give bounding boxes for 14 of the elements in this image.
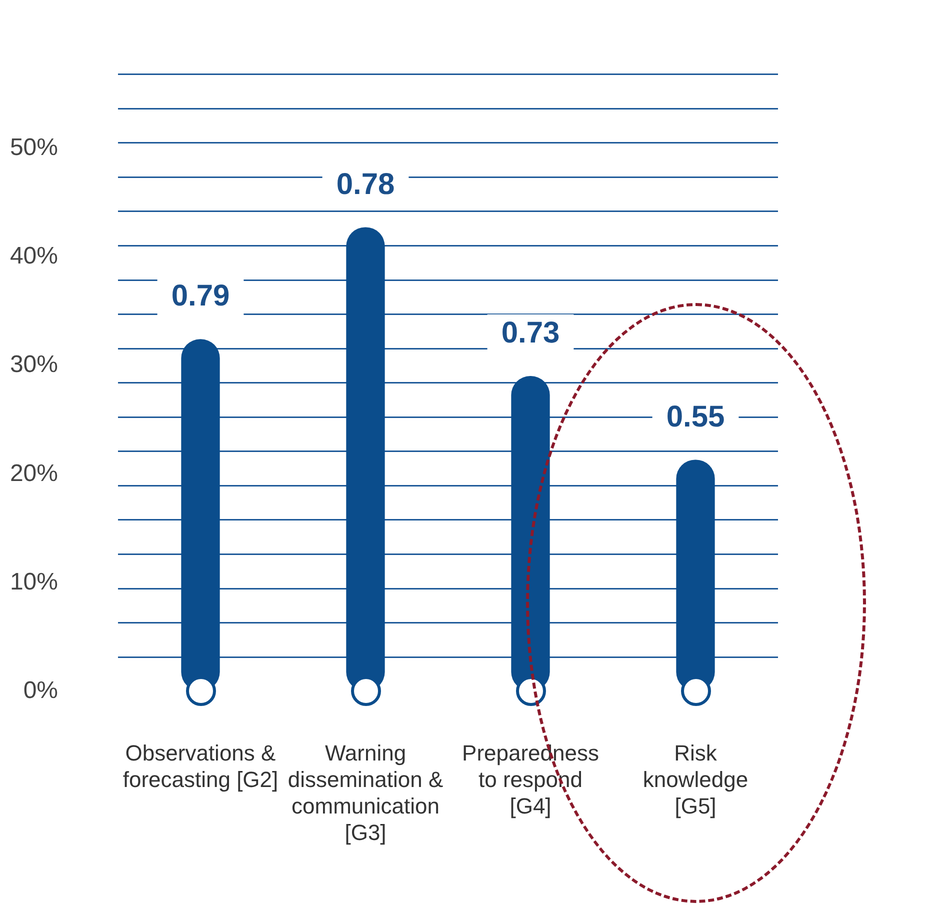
y-tick-label: 50% — [10, 134, 58, 161]
y-tick-label: 30% — [10, 351, 58, 378]
x-tick-label: Warning dissemination & communication [G3] — [288, 740, 444, 845]
annotation: 0.55 — [666, 400, 725, 434]
annotation: 0.79 — [171, 280, 230, 313]
y-tick-label: 20% — [10, 460, 58, 487]
x-tick-label: Preparedness to respond [G4] — [462, 740, 599, 818]
y-tick-label: 40% — [10, 242, 58, 270]
annotation: 0.78 — [336, 168, 395, 201]
y-tick-label: 0% — [23, 677, 58, 704]
y-tick-label: 10% — [10, 568, 58, 596]
x-tick-label: Observations & forecasting [G2] — [122, 740, 278, 792]
x-tick-label: Risk knowledge [G5] — [642, 740, 748, 818]
annotation: 0.73 — [501, 316, 560, 350]
